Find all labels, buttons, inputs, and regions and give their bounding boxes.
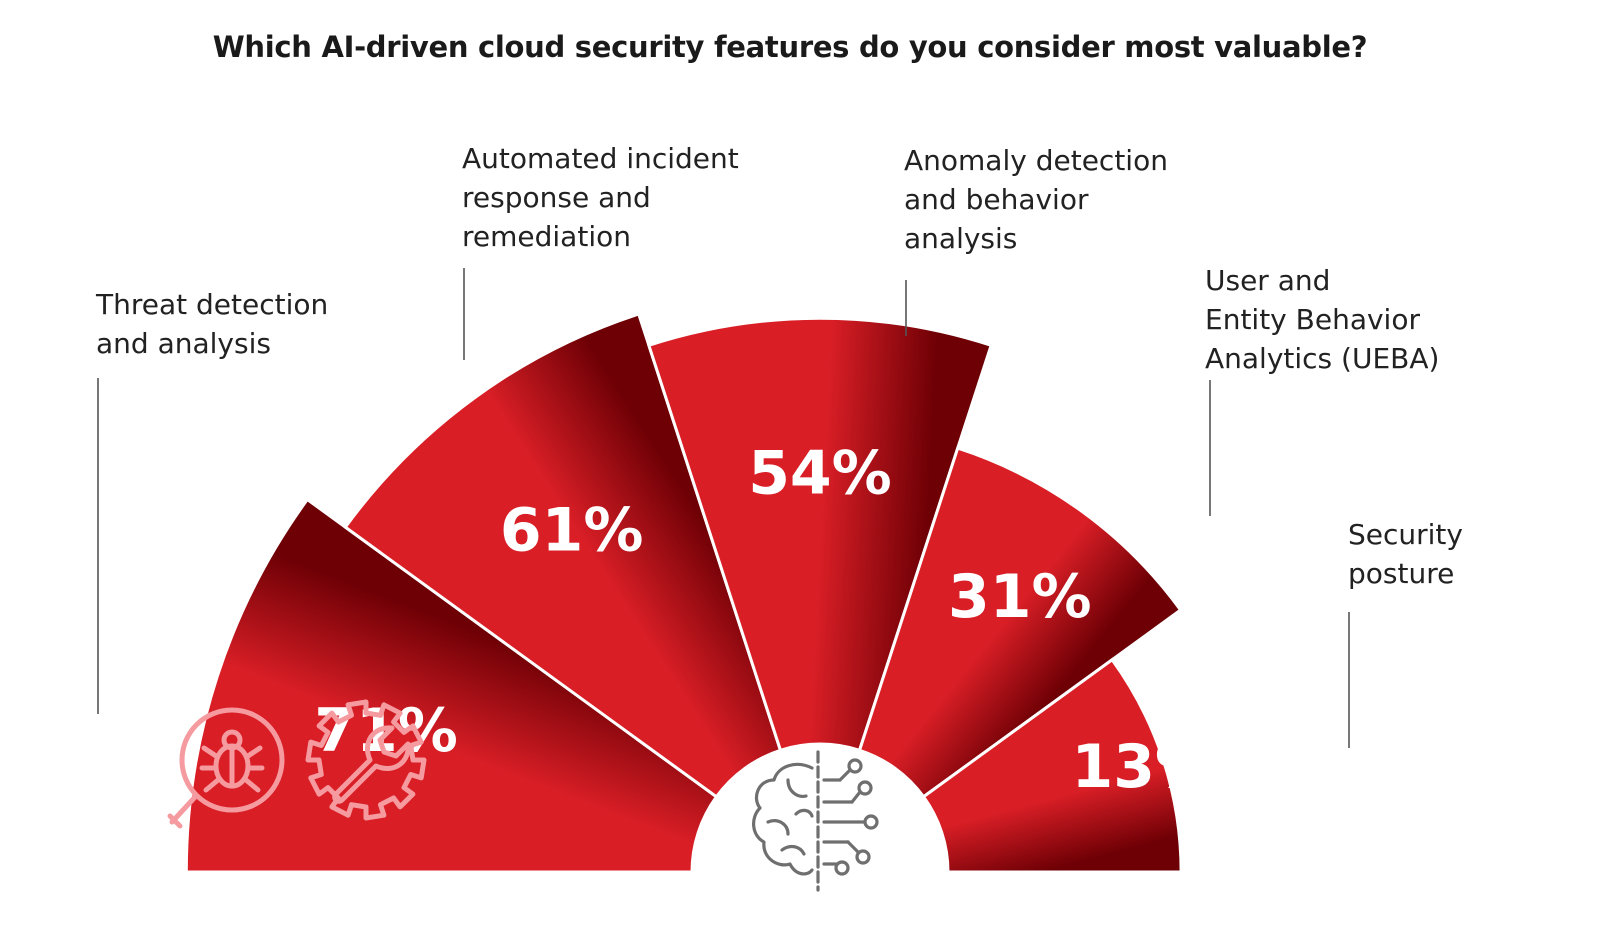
leader-lines — [97, 268, 1350, 748]
value-label-4: 31% — [948, 562, 1092, 632]
category-label-5: Security posture — [1348, 518, 1463, 590]
chart-title: Which AI-driven cloud security features … — [212, 30, 1368, 64]
value-label-2: 61% — [500, 495, 644, 565]
ai-brain-circuit-icon — [752, 750, 879, 892]
bug-magnifier-icon — [167, 707, 285, 829]
bars-group — [184, 312, 1183, 874]
bar-5 — [921, 657, 1183, 874]
bar-4 — [857, 446, 1183, 799]
category-label-3: Anomaly detection and behavior analysis — [904, 144, 1168, 255]
category-label-1: Threat detection and analysis — [95, 288, 328, 360]
value-label-5: 13% — [1072, 732, 1216, 802]
bar-3 — [646, 316, 994, 753]
center-hub — [694, 746, 946, 872]
bar-2 — [343, 312, 783, 799]
value-label-3: 54% — [748, 438, 892, 508]
category-labels: Threat detection and analysis Automated in… — [95, 142, 1463, 590]
category-label-4: User and Entity Behavior Analytics (UEBA) — [1205, 264, 1439, 375]
gear-wrench-icon — [305, 699, 427, 821]
category-label-2: Automated incident response and remediatio… — [462, 142, 739, 253]
bar-1 — [184, 497, 719, 874]
